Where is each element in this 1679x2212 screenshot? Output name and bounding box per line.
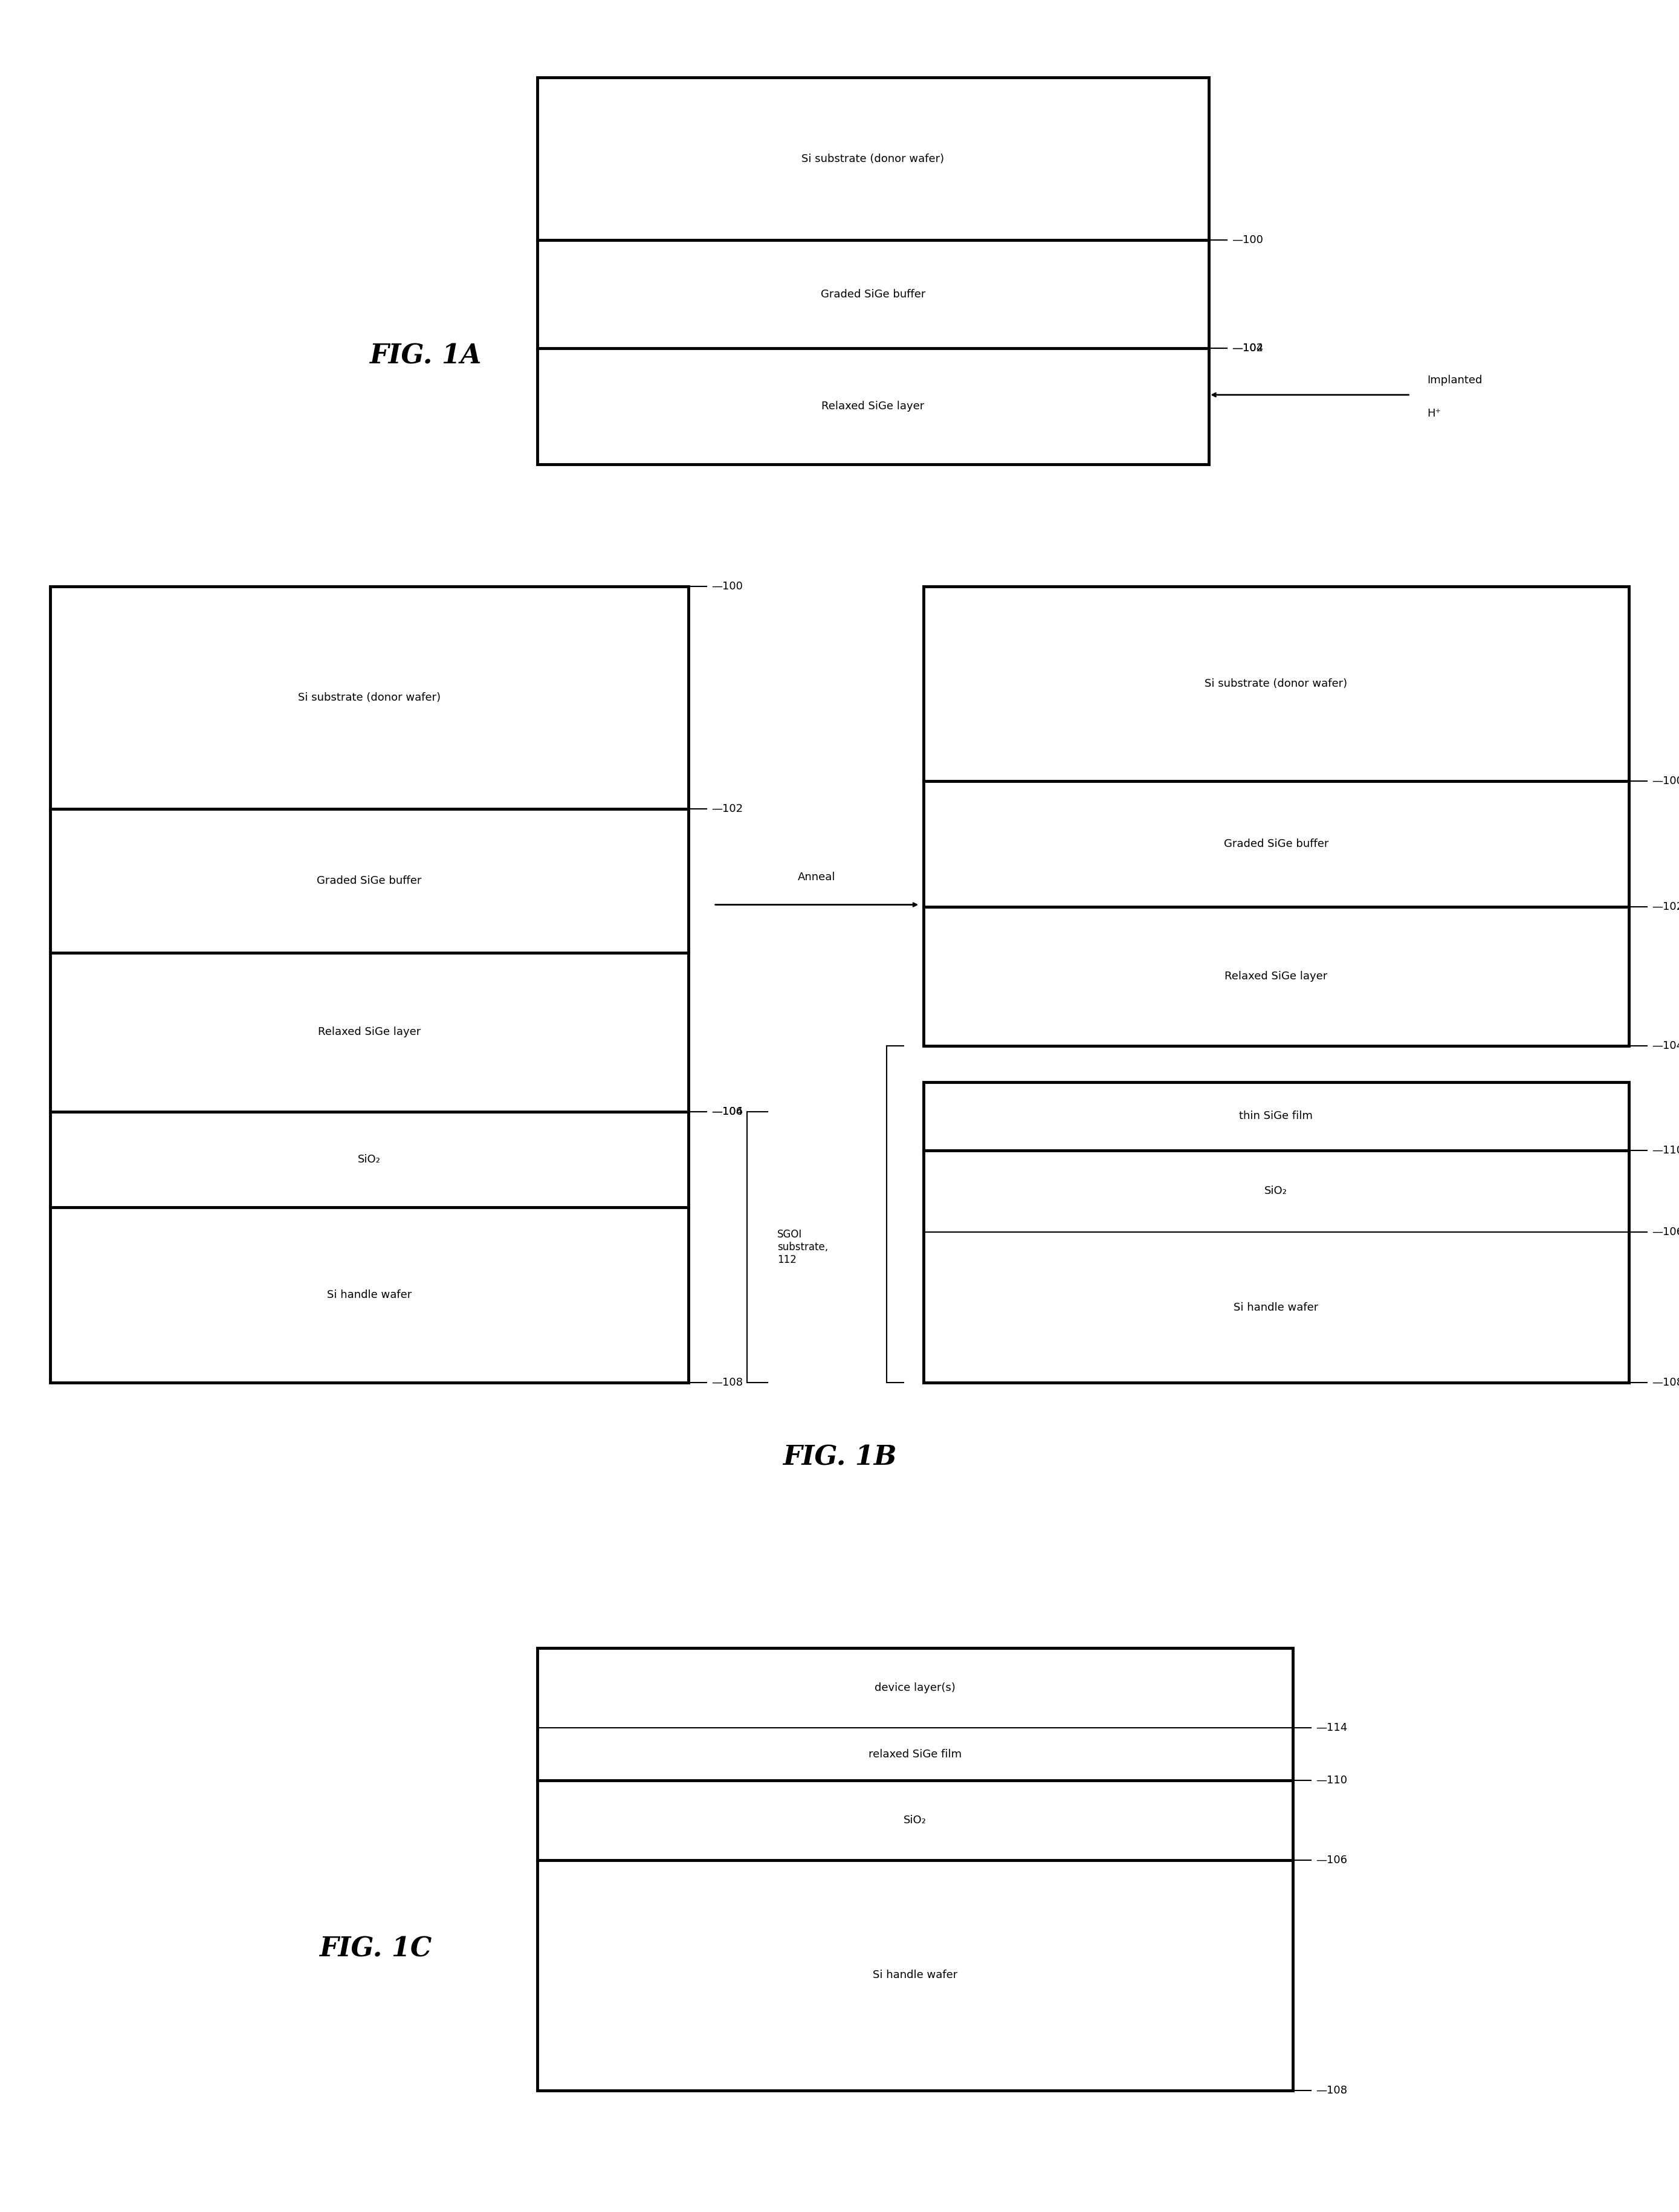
Text: SGOI
substrate,
112: SGOI substrate, 112 [777,1230,828,1265]
Text: Graded SiGe buffer: Graded SiGe buffer [1224,838,1328,849]
Text: Graded SiGe buffer: Graded SiGe buffer [821,290,925,299]
Text: —106: —106 [1316,1856,1348,1865]
Text: —100: —100 [712,582,742,591]
Text: —102: —102 [1652,900,1679,911]
Bar [537,77,1209,465]
Text: relaxed SiGe film: relaxed SiGe film [868,1750,962,1759]
Bar [923,1082,1629,1382]
Text: thin SiGe film: thin SiGe film [1239,1110,1313,1121]
Text: —102: —102 [712,803,744,814]
Text: H⁺: H⁺ [1427,407,1441,418]
Text: SiO₂: SiO₂ [358,1155,381,1166]
Text: —110: —110 [1316,1776,1348,1785]
Text: Graded SiGe buffer: Graded SiGe buffer [317,876,421,887]
Text: Implanted: Implanted [1427,376,1483,385]
Text: Si substrate (donor wafer): Si substrate (donor wafer) [1206,679,1347,690]
Text: Si handle wafer: Si handle wafer [873,1971,957,1980]
Text: Relaxed SiGe layer: Relaxed SiGe layer [821,400,925,411]
Text: —108: —108 [712,1378,744,1387]
Text: SiO₂: SiO₂ [903,1816,927,1825]
Text: FIG. 1A: FIG. 1A [369,343,482,369]
Text: Relaxed SiGe layer: Relaxed SiGe layer [1224,971,1328,982]
Text: —108: —108 [1316,2086,1348,2095]
Text: —114: —114 [1316,1723,1348,1732]
Text: —104: —104 [1652,1040,1679,1051]
Text: FIG. 1B: FIG. 1B [782,1444,897,1471]
Text: SiO₂: SiO₂ [1264,1186,1288,1197]
Text: Si handle wafer: Si handle wafer [1234,1303,1318,1312]
Text: Relaxed SiGe layer: Relaxed SiGe layer [317,1026,421,1037]
Text: —106: —106 [1652,1228,1679,1239]
Text: Si substrate (donor wafer): Si substrate (donor wafer) [299,692,440,703]
Bar [537,1648,1293,2090]
Text: FIG. 1C: FIG. 1C [319,1936,432,1962]
Text: Anneal: Anneal [798,872,836,883]
Text: —108: —108 [1652,1378,1679,1387]
Text: —110: —110 [1652,1146,1679,1155]
Text: —100: —100 [1232,234,1263,246]
Text: —100: —100 [1652,776,1679,787]
Text: —106: —106 [712,1106,744,1117]
Bar [50,586,688,1382]
Text: Si handle wafer: Si handle wafer [327,1290,411,1301]
Text: Si substrate (donor wafer): Si substrate (donor wafer) [803,153,944,164]
Bar [923,586,1629,1046]
Text: device layer(s): device layer(s) [875,1683,955,1692]
Text: —102: —102 [1232,343,1264,354]
Text: —104: —104 [1232,343,1264,354]
Text: —104: —104 [712,1106,744,1117]
